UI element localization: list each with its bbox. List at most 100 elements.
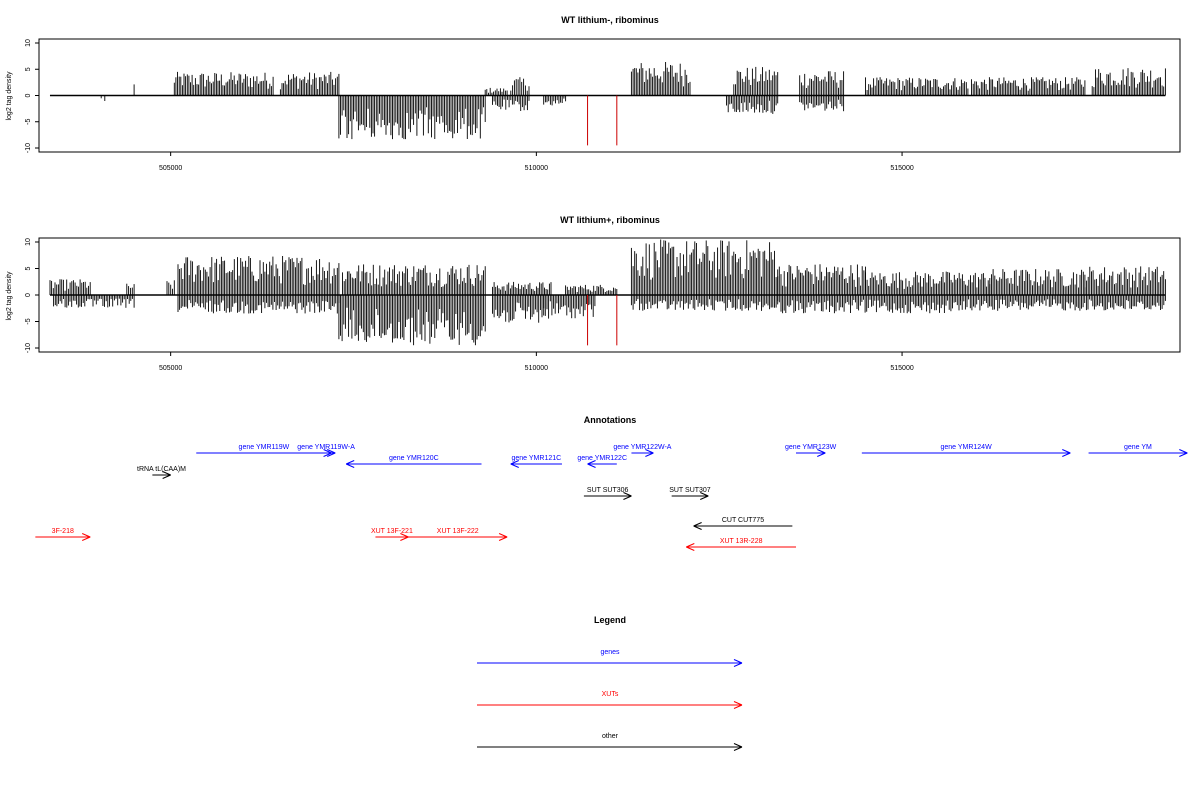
signal-bars [49,239,1166,346]
arrowhead [733,662,743,667]
x-tick-label: 510000 [525,165,548,172]
feature-label: CUT CUT775 [722,517,764,524]
y-tick-label: 10 [25,39,32,47]
feature-label: gene YMR122C [577,455,627,462]
annotation-feature: gene YMR120C [345,455,482,468]
feature-label: gene YMR123W [785,444,837,451]
arrowhead [510,463,519,468]
arrowhead [686,546,695,551]
x-tick-label: 515000 [890,365,913,372]
x-tick-label: 505000 [159,365,182,372]
panel-title: WT lithium+, ribominus [560,215,660,225]
arrowhead [587,460,596,465]
y-tick-label: -5 [25,119,32,125]
arrowhead [645,449,654,454]
feature-label: XUT 13F-221 [371,528,413,535]
feature-label: gene YMR119W-A [297,444,355,451]
arrowhead [693,525,702,530]
arrowhead [1179,452,1188,457]
y-tick-label: 5 [25,67,32,71]
annotation-feature: gene YM [1088,444,1188,457]
signal-bars [49,62,1166,146]
arrowhead [623,495,632,500]
legend-item-other: other [477,733,743,751]
arrowhead [693,522,702,527]
legend-label: XUTs [602,691,619,698]
track-panel-lithium-plus: WT lithium+, ribominus log2 tag density … [6,215,1181,372]
feature-label: gene YMR124W [940,444,992,451]
feature-label: gene YMR122W-A [613,444,671,451]
feature-label: SUT SUT306 [587,487,629,494]
feature-label: gene YMR120C [389,455,439,462]
arrowhead [81,533,91,538]
feature-label: tRNA tL(CAA)M [137,466,186,473]
legend-title: Legend [594,615,626,625]
arrowhead [686,543,695,548]
arrowhead [1062,452,1071,457]
arrowhead [733,659,743,664]
arrowhead [498,536,508,541]
annotation-feature: 3F-218 [35,528,91,541]
arrowhead [645,452,654,457]
y-tick-label: 10 [25,238,32,246]
annotation-feature: gene YMR122W-A [613,444,672,457]
annotations-title: Annotations [584,415,637,425]
y-axis-label: log2 tag density [6,71,13,121]
legend-label: other [602,733,619,740]
arrowhead [587,463,596,468]
y-tick-label: 0 [25,93,32,97]
legend: Legend genes XUTs other [477,615,743,751]
arrowhead [400,533,409,538]
annotation-feature: XUT 13F-221 [371,528,413,541]
arrowhead [1062,449,1071,454]
annotation-feature: gene YMR122C [577,455,627,468]
y-tick-label: -10 [25,143,32,153]
arrowhead [400,536,409,541]
arrowhead [323,452,332,457]
legend-items: genes XUTs other [477,649,743,751]
arrowhead [81,536,91,541]
arrowhead [1179,449,1188,454]
x-tick-label: 515000 [890,165,913,172]
arrowhead [817,449,826,454]
arrowhead [733,701,743,706]
arrowhead [817,452,826,457]
y-tick-label: -5 [25,318,32,324]
arrowhead [623,492,632,497]
annotation-feature: CUT CUT775 [693,517,793,530]
legend-item-xut: XUTs [477,691,743,709]
y-axis-label: log2 tag density [6,271,13,321]
arrowhead [162,474,171,479]
axes: -10 -5 0 5 10 505000 510000 515000 [25,39,914,172]
x-tick-label: 510000 [525,365,548,372]
arrowhead [327,452,336,457]
arrowhead [323,449,332,454]
feature-label: 3F-218 [52,528,74,535]
arrowhead [498,533,508,538]
annotation-feature: gene YMR121C [510,455,562,468]
track-panel-lithium-minus: WT lithium-, ribominus log2 tag density … [6,15,1181,172]
annotation-feature: gene YMR123W [785,444,837,457]
feature-label: gene YMR121C [512,455,562,462]
annotation-feature: tRNA tL(CAA)M [137,466,186,479]
arrowhead [733,743,743,748]
arrowhead [162,471,171,476]
annotation-feature: XUT 13R-228 [686,538,797,551]
annotation-feature: SUT SUT307 [669,487,711,500]
panel-title: WT lithium-, ribominus [561,15,659,25]
axes: -10 -5 0 5 10 505000 510000 515000 [25,238,914,372]
arrowhead [733,704,743,709]
arrowhead [327,449,336,454]
arrowhead [700,495,709,500]
arrowhead [510,460,519,465]
feature-label: SUT SUT307 [669,487,711,494]
feature-label: gene YMR119W [239,444,290,451]
legend-item-gene: genes [477,649,743,667]
feature-label: XUT 13F-222 [437,528,479,535]
arrowhead [733,746,743,751]
y-tick-label: 5 [25,266,32,270]
arrowhead [700,492,709,497]
x-tick-label: 505000 [159,165,182,172]
feature-label: XUT 13R-228 [720,538,763,545]
